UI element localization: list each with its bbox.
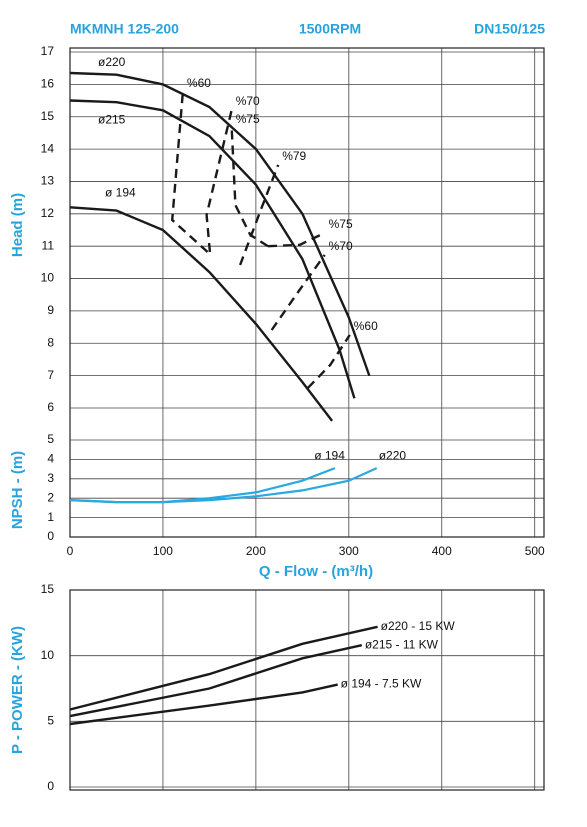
y-tick-label: 11	[42, 238, 55, 252]
x-tick-label: 300	[339, 544, 359, 558]
y-tick-label: 6	[47, 400, 54, 414]
series-label: %70	[236, 94, 260, 108]
y-tick-label: 12	[41, 206, 55, 220]
y-tick-label: 13	[41, 174, 55, 188]
y-axis-label: NPSH - (m)	[9, 451, 26, 529]
y-tick-label: 17	[41, 44, 55, 58]
series-label: %75	[329, 217, 353, 231]
y-tick-label: 0	[47, 529, 54, 543]
grid	[69, 48, 544, 790]
efficiency-line	[270, 254, 326, 331]
series-label: ø 194	[314, 448, 345, 462]
x-tick-label: 100	[153, 544, 173, 558]
series-label: %60	[187, 76, 211, 90]
series-label: ø220	[379, 448, 407, 462]
x-tick-label: 200	[246, 544, 266, 558]
series-label: %70	[329, 239, 353, 253]
flange-size: DN150/125	[474, 21, 545, 37]
y-tick-label: 5	[47, 432, 54, 446]
y-tick-label: 0	[47, 779, 54, 793]
y-tick-label: 14	[41, 141, 55, 155]
plot-frame	[69, 589, 545, 791]
curve	[69, 644, 363, 718]
y-tick-label: 16	[41, 77, 55, 91]
series-label: ø 194	[105, 186, 136, 200]
x-tick-label: 0	[67, 544, 74, 558]
y-tick-label: 2	[47, 490, 54, 504]
y-tick-label: 15	[41, 109, 55, 123]
y-axis-label: P - POWER - (KW)	[9, 626, 26, 754]
y-tick-label: 1	[47, 510, 54, 524]
efficiency-line	[307, 334, 351, 389]
y-tick-label: 10	[41, 648, 55, 662]
series-label: %75	[236, 112, 260, 126]
y-tick-label: 15	[41, 582, 55, 596]
efficiency-line	[170, 91, 209, 253]
series-label: %60	[354, 319, 378, 333]
y-axis-label: Head (m)	[9, 193, 26, 257]
curve	[69, 99, 356, 399]
curve	[69, 625, 378, 711]
y-tick-label: 9	[47, 303, 54, 317]
series-label: %79	[282, 149, 306, 163]
x-tick-label: 400	[432, 544, 452, 558]
y-tick-label: 7	[47, 368, 54, 382]
y-tick-label: 5	[47, 714, 54, 728]
series-label: ø220	[98, 55, 126, 69]
model-title: MKMNH 125-200	[70, 21, 179, 37]
efficiency-line	[238, 164, 280, 266]
y-tick-label: 8	[47, 335, 54, 349]
efficiency-line	[230, 128, 269, 248]
x-axis-label: Q - Flow - (m³/h)	[259, 563, 373, 580]
curve	[69, 683, 338, 726]
series-label: ø215 - 11 KW	[365, 637, 439, 651]
series-label: ø215	[98, 113, 126, 127]
y-tick-label: 3	[47, 471, 54, 485]
curve	[69, 467, 378, 504]
efficiency-line	[267, 231, 326, 248]
efficiency-line	[205, 109, 233, 253]
curve	[69, 206, 334, 422]
series-label: ø 194 - 7.5 KW	[341, 677, 422, 691]
speed: 1500RPM	[299, 21, 361, 37]
plot-frame	[69, 47, 545, 538]
curve	[69, 467, 336, 504]
y-tick-label: 10	[41, 271, 55, 285]
series-label: ø220 - 15 KW	[381, 619, 456, 633]
curve	[69, 71, 371, 376]
y-tick-label: 4	[47, 452, 54, 466]
x-tick-label: 500	[525, 544, 545, 558]
